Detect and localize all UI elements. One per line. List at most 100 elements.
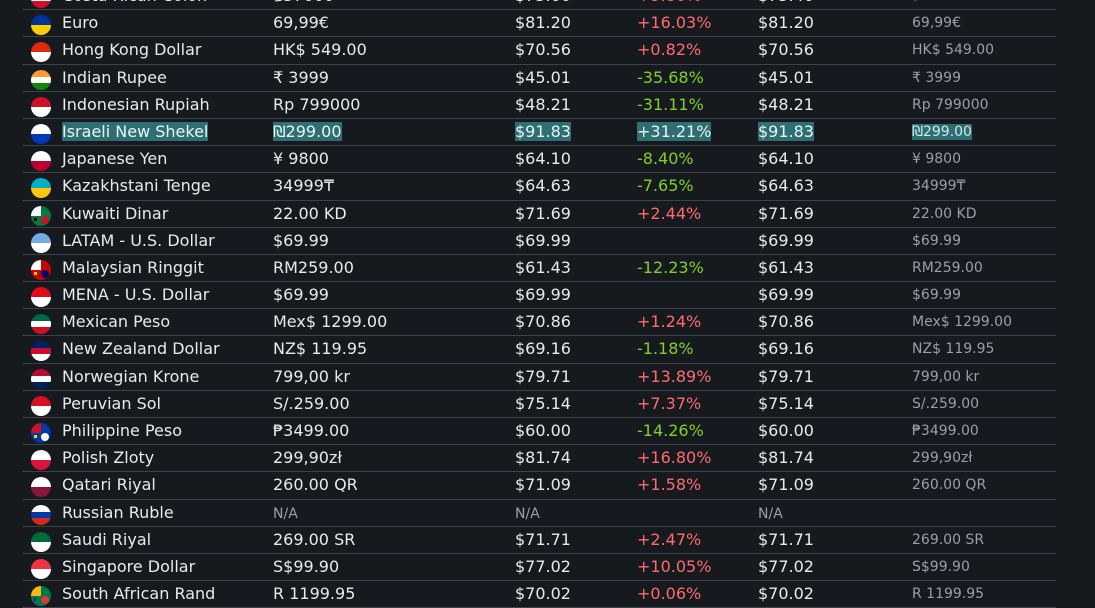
price-change: +7.37%: [637, 393, 702, 413]
table-row[interactable]: New Zealand Dollar NZ$ 119.95 $69.16 -1.18%…: [22, 336, 1056, 364]
usd-price-secondary: $70.02: [758, 584, 814, 604]
price-change: -1.18%: [637, 339, 694, 359]
table-row[interactable]: South African Rand R 1199.95 $70.02 +0.06% $…: [22, 581, 1056, 608]
flag-icon: [31, 287, 51, 308]
price-change: +2.44%: [637, 203, 702, 223]
usd-price-secondary: $71.71: [758, 529, 814, 549]
usd-price-secondary: $71.69: [758, 203, 814, 223]
usd-price-secondary: $69.99: [758, 230, 814, 250]
currency-name: Norwegian Krone: [62, 366, 200, 386]
local-price: Mex$ 1299.00: [273, 312, 388, 332]
local-price-secondary: HK$ 549.00: [912, 42, 995, 59]
local-price-secondary: RM259.00: [912, 259, 983, 276]
local-price: ₹ 3999: [273, 67, 329, 87]
flag-icon: [31, 178, 51, 199]
usd-price: $70.56: [515, 40, 571, 60]
flag-icon: [31, 151, 51, 172]
local-price-secondary: 260.00 QR: [912, 477, 987, 494]
table-row[interactable]: Hong Kong Dollar HK$ 549.00 $70.56 +0.82% $7…: [22, 37, 1056, 65]
usd-price: $71.09: [515, 475, 571, 495]
price-change: -12.23%: [637, 257, 704, 277]
table-row[interactable]: Qatari Riyal 260.00 QR $71.09 +1.58% $71.09 2…: [22, 472, 1056, 500]
currency-name: Indian Rupee: [62, 67, 167, 87]
flag-icon: [31, 314, 51, 335]
table-row[interactable]: Saudi Riyal 269.00 SR $71.71 +2.47% $71.71 26…: [22, 527, 1056, 554]
usd-price: $77.02: [515, 556, 571, 576]
table-row[interactable]: Malaysian Ringgit RM259.00 $61.43 -12.23% $6…: [22, 255, 1056, 283]
local-price-secondary: 69,99€: [912, 15, 961, 32]
table-row[interactable]: Indian Rupee ₹ 3999 $45.01 -35.68% $45.01 ₹ 3…: [22, 65, 1056, 92]
usd-price: $91.83: [515, 121, 571, 141]
currency-name: MENA - U.S. Dollar: [62, 285, 210, 305]
local-price: ₡37000: [273, 0, 334, 9]
usd-price: $60.00: [515, 421, 571, 440]
currency-name: Indonesian Rupiah: [62, 94, 210, 114]
table-row[interactable]: Kuwaiti Dinar 22.00 KD $71.69 +2.44% $71.69 2…: [22, 201, 1056, 228]
currency-name: LATAM - U.S. Dollar: [62, 230, 215, 250]
table-row[interactable]: Japanese Yen ¥ 9800 $64.10 -8.40% $64.10 ¥ 98…: [22, 146, 1056, 174]
currency-name: Kazakhstani Tenge: [62, 176, 211, 196]
local-price-secondary: 299,90zł: [912, 450, 973, 467]
local-price: 269.00 SR: [273, 529, 356, 549]
usd-price-secondary: $69.99: [758, 285, 814, 305]
table-row[interactable]: Russian Ruble N/A N/A N/A: [22, 500, 1056, 527]
local-price: 69,99€: [273, 13, 329, 33]
local-price: Rp 799000: [273, 94, 361, 114]
usd-price-secondary: $45.01: [758, 67, 814, 87]
currency-name: Saudi Riyal: [62, 529, 152, 549]
usd-price-secondary: $77.02: [758, 556, 814, 576]
table-row[interactable]: LATAM - U.S. Dollar $69.99 $69.99 $69.99 $69…: [22, 228, 1056, 255]
local-price: NZ$ 119.95: [273, 339, 368, 359]
currency-name: Hong Kong Dollar: [62, 40, 202, 60]
price-change: -14.26%: [637, 421, 704, 440]
local-price: ₪299.00: [273, 121, 342, 141]
local-price: $69.99: [273, 230, 329, 250]
local-price-secondary: $69.99: [912, 232, 961, 249]
local-price: ₱3499.00: [273, 421, 350, 440]
usd-price: $45.01: [515, 67, 571, 87]
price-change: +16.03%: [637, 13, 712, 33]
flag-icon: [31, 395, 51, 416]
price-change: +0.06%: [637, 584, 702, 604]
local-price-secondary: Mex$ 1299.00: [912, 314, 1012, 331]
usd-price: $71.71: [515, 529, 571, 549]
flag-icon: [31, 341, 51, 362]
price-change: +13.89%: [637, 366, 712, 386]
currency-name: Polish Zloty: [62, 448, 155, 468]
usd-price-secondary: $70.56: [758, 40, 814, 60]
table-row[interactable]: Israeli New Shekel ₪299.00 $91.83 +31.21% $9…: [22, 119, 1056, 147]
usd-price: $48.21: [515, 94, 571, 114]
usd-price: N/A: [515, 505, 540, 522]
flag-icon: [31, 586, 51, 607]
usd-price: $75.14: [515, 393, 571, 413]
currency-name: Peruvian Sol: [62, 393, 161, 413]
usd-price: $75.00: [515, 0, 571, 9]
local-price-secondary: 34999₸: [912, 178, 966, 195]
local-price: $69.99: [273, 285, 329, 305]
table-row[interactable]: Euro 69,99€ $81.20 +16.03% $81.20 69,99€: [22, 10, 1056, 38]
currency-name: Mexican Peso: [62, 312, 171, 332]
table-row[interactable]: Polish Zloty 299,90zł $81.74 +16.80% $81.74 2…: [22, 445, 1056, 473]
table-row[interactable]: Mexican Peso Mex$ 1299.00 $70.86 +1.24% $70.…: [22, 309, 1056, 337]
usd-price: $69.99: [515, 285, 571, 305]
flag-icon: [31, 531, 51, 552]
currency-name: New Zealand Dollar: [62, 339, 220, 359]
currency-name: Euro: [62, 13, 99, 33]
flag-icon: [31, 259, 51, 280]
local-price: 299,90zł: [273, 448, 342, 468]
table-row[interactable]: Singapore Dollar S$99.90 $77.02 +10.05% $77.…: [22, 554, 1056, 582]
table-row[interactable]: Costa Rican Colon ₡37000 $75.00 +9.80% $75.4…: [22, 0, 1056, 11]
table-row[interactable]: Philippine Peso ₱3499.00 $60.00 -14.26% $60.…: [22, 418, 1056, 446]
table-row[interactable]: MENA - U.S. Dollar $69.99 $69.99 $69.99 $69.…: [22, 282, 1056, 310]
price-change: +1.58%: [637, 475, 702, 495]
usd-price: $64.63: [515, 176, 571, 196]
usd-price-secondary: $48.21: [758, 94, 814, 114]
table-row[interactable]: Norwegian Krone 799,00 kr $79.71 +13.89% $79…: [22, 364, 1056, 391]
local-price-secondary: 799,00 kr: [912, 368, 980, 385]
local-price-secondary: ₡37000: [912, 0, 965, 9]
table-row[interactable]: Peruvian Sol S/.259.00 $75.14 +7.37% $75.14 S…: [22, 391, 1056, 418]
currency-name: Kuwaiti Dinar: [62, 203, 169, 223]
table-row[interactable]: Indonesian Rupiah Rp 799000 $48.21 -31.11% $…: [22, 92, 1056, 119]
price-change: +1.24%: [637, 312, 702, 332]
table-row[interactable]: Kazakhstani Tenge 34999₸ $64.63 -7.65% $64.6…: [22, 173, 1056, 201]
